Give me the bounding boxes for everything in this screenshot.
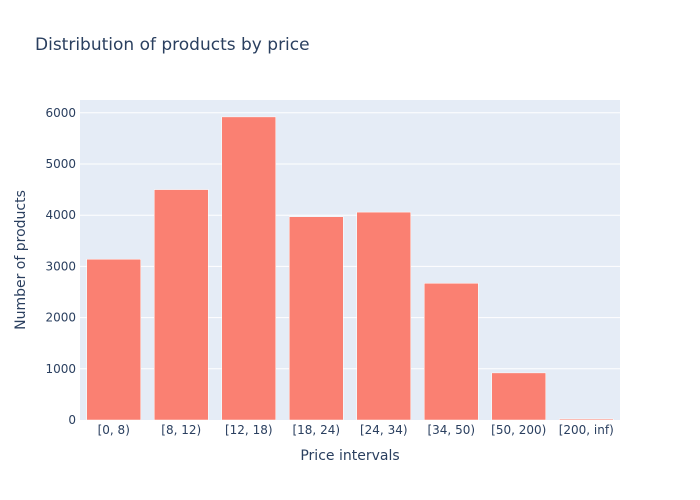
x-tick-label: [18, 24) — [292, 423, 340, 437]
x-tick-label: [12, 18) — [225, 423, 273, 437]
bar — [154, 189, 209, 421]
y-tick-label: 3000 — [45, 259, 76, 273]
x-tick-label: [0, 8) — [98, 423, 130, 437]
bar — [356, 211, 411, 421]
y-tick-label: 1000 — [45, 362, 76, 376]
bar — [86, 258, 141, 421]
bar — [559, 418, 614, 421]
bar — [491, 372, 546, 421]
y-axis-title: Number of products — [13, 190, 29, 330]
y-tick-label: 4000 — [45, 208, 76, 222]
bar — [424, 283, 479, 421]
x-axis-ticks: [0, 8) [8, 12) [12, 18) [18, 24) [24, 34) [34… — [98, 423, 614, 437]
x-tick-label: [50, 200) — [491, 423, 546, 437]
x-tick-label: [24, 34) — [360, 423, 408, 437]
chart-title: Distribution of products by price — [35, 35, 310, 55]
x-axis-title: Price intervals — [300, 448, 399, 464]
x-tick-label: [200, inf) — [559, 423, 614, 437]
bars — [86, 116, 614, 421]
y-tick-label: 6000 — [45, 106, 76, 120]
y-tick-label: 0 — [68, 413, 76, 427]
bar — [221, 116, 276, 421]
y-tick-label: 2000 — [45, 311, 76, 325]
x-tick-label: [8, 12) — [161, 423, 201, 437]
bar — [289, 216, 344, 421]
y-tick-label: 5000 — [45, 157, 76, 171]
x-tick-label: [34, 50) — [427, 423, 475, 437]
y-axis-ticks: 0 1000 2000 3000 4000 5000 6000 — [45, 106, 76, 427]
